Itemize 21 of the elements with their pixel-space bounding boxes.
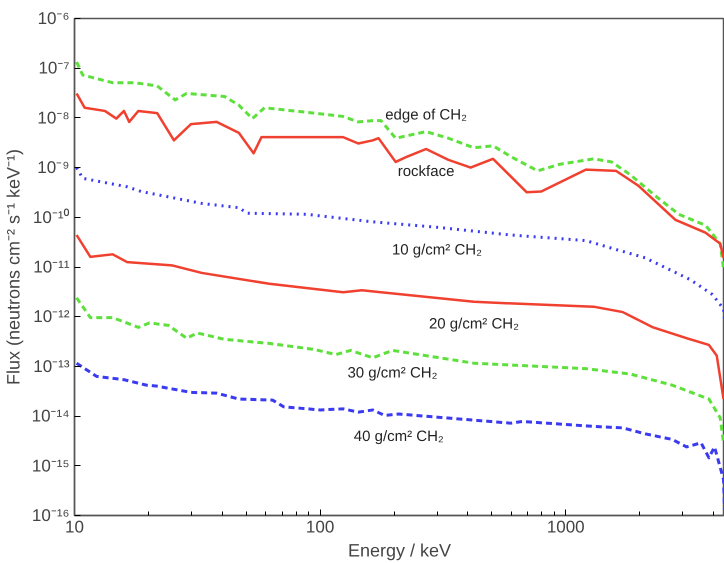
y-axis-title: Flux (neutrons cm⁻² s⁻¹ keV⁻¹) xyxy=(4,148,24,386)
x-tick-label: 1000 xyxy=(546,518,585,536)
x-axis-title: Energy / keV xyxy=(348,540,452,560)
y-tick-label: 10⁻¹² xyxy=(33,307,70,326)
series-label: 10 g/cm² CH₂ xyxy=(392,241,482,258)
series-label: edge of CH₂ xyxy=(385,106,468,124)
series-label: 30 g/cm² CH₂ xyxy=(347,364,438,382)
y-tick-label: 10⁻⁸ xyxy=(37,108,70,128)
y-tick-label: 10⁻¹³ xyxy=(33,356,70,376)
series-label: 20 g/cm² CH₂ xyxy=(428,316,520,333)
y-tick-label: 10⁻¹⁰ xyxy=(32,208,70,227)
y-tick-label: 10⁻⁹ xyxy=(37,158,70,178)
x-tick-label: 10 xyxy=(65,518,84,536)
y-tick-label: 10⁻¹⁴ xyxy=(32,406,70,426)
y-tick-label: 10⁻⁷ xyxy=(38,58,70,78)
y-tick-label: 10⁻¹⁵ xyxy=(32,456,70,476)
x-tick-label: 100 xyxy=(306,518,334,536)
series-label: rockface xyxy=(398,162,454,180)
y-tick-label: 10⁻⁶ xyxy=(38,9,70,28)
series-label: 40 g/cm² CH₂ xyxy=(354,428,444,446)
y-tick-label: 10⁻¹¹ xyxy=(33,258,70,276)
